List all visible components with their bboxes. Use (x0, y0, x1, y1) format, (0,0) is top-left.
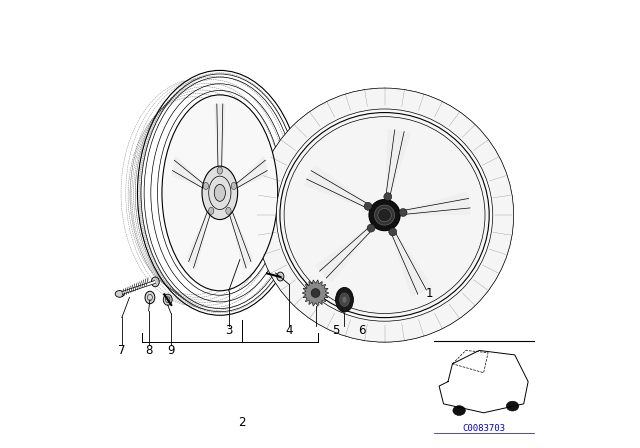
Ellipse shape (214, 185, 225, 201)
Ellipse shape (453, 405, 465, 415)
Ellipse shape (163, 294, 172, 305)
Ellipse shape (340, 293, 349, 306)
Ellipse shape (231, 182, 236, 190)
Ellipse shape (277, 272, 284, 281)
Ellipse shape (255, 88, 514, 342)
Text: 5: 5 (332, 324, 339, 337)
Circle shape (311, 289, 320, 297)
Ellipse shape (399, 208, 407, 216)
Ellipse shape (369, 199, 400, 231)
Ellipse shape (342, 297, 347, 303)
Text: 6: 6 (358, 324, 366, 337)
Ellipse shape (202, 166, 237, 220)
Polygon shape (304, 165, 374, 211)
Text: 9: 9 (167, 345, 175, 358)
Ellipse shape (209, 207, 214, 215)
Text: 1: 1 (426, 287, 433, 300)
Ellipse shape (151, 277, 159, 287)
Ellipse shape (276, 109, 493, 321)
Ellipse shape (280, 112, 489, 318)
Polygon shape (388, 225, 433, 297)
Polygon shape (302, 280, 329, 306)
Ellipse shape (506, 401, 519, 411)
Ellipse shape (115, 291, 124, 297)
Polygon shape (186, 202, 213, 271)
Polygon shape (385, 129, 411, 203)
Text: 2: 2 (238, 416, 246, 429)
Ellipse shape (162, 95, 278, 291)
Text: 8: 8 (145, 345, 152, 358)
Ellipse shape (388, 228, 397, 236)
Polygon shape (227, 202, 253, 271)
Polygon shape (232, 155, 268, 190)
Ellipse shape (217, 167, 223, 174)
Ellipse shape (384, 193, 392, 201)
Circle shape (378, 208, 391, 222)
Ellipse shape (145, 291, 155, 304)
Text: 4: 4 (285, 324, 292, 337)
Ellipse shape (226, 207, 231, 215)
Ellipse shape (367, 224, 375, 232)
Polygon shape (214, 104, 226, 180)
Ellipse shape (374, 205, 395, 225)
Ellipse shape (364, 202, 372, 210)
Text: 7: 7 (118, 345, 125, 358)
Polygon shape (172, 155, 208, 190)
Ellipse shape (335, 288, 353, 312)
Text: C0083703: C0083703 (462, 424, 505, 433)
Text: 3: 3 (225, 324, 232, 337)
Polygon shape (397, 191, 470, 215)
Polygon shape (315, 222, 377, 283)
Ellipse shape (203, 182, 209, 190)
